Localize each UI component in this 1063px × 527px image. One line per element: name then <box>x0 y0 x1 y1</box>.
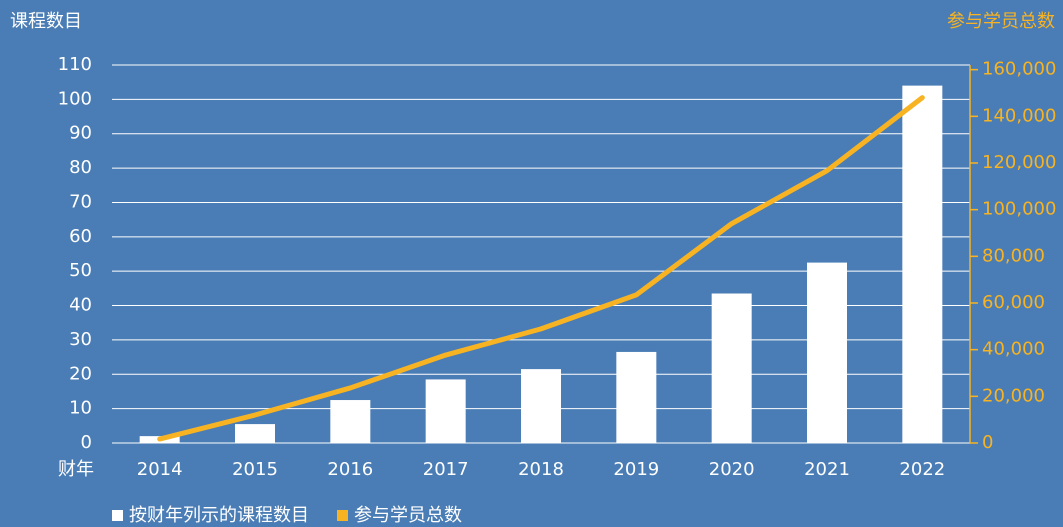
legend-label: 按财年列示的课程数目 <box>129 505 309 526</box>
bar <box>521 369 561 443</box>
y2-tick-label: 140,000 <box>982 105 1056 126</box>
bar <box>807 262 847 443</box>
y2-tick-label: 60,000 <box>982 292 1045 313</box>
x-tick-label: 2019 <box>613 459 659 480</box>
y2-tick-label: 40,000 <box>982 339 1045 360</box>
y-tick-label: 100 <box>58 88 92 109</box>
bar <box>616 351 657 443</box>
y-tick-label: 20 <box>69 363 92 384</box>
x-tick-label: 2017 <box>423 459 469 480</box>
y2-axis-title: 参与学员总数 <box>947 11 1055 32</box>
y-tick-label: 70 <box>69 191 92 212</box>
y-tick-label: 10 <box>69 398 92 419</box>
y2-tick-label: 100,000 <box>982 199 1056 220</box>
y-tick-label: 50 <box>69 260 92 281</box>
y-tick-label: 90 <box>69 123 92 144</box>
y2-tick-label: 0 <box>982 432 993 453</box>
y2-tick-label: 20,000 <box>982 385 1045 406</box>
x-tick-label: 2018 <box>518 459 564 480</box>
x-tick-label: 2014 <box>137 459 183 480</box>
bar <box>235 424 275 443</box>
y-axis-title: 课程数目 <box>10 11 82 32</box>
y-tick-label: 30 <box>69 329 92 350</box>
y2-tick-label: 80,000 <box>982 245 1045 266</box>
legend-swatch <box>112 510 123 521</box>
x-tick-label: 2020 <box>709 459 755 480</box>
x-tick-label: 2015 <box>232 459 278 480</box>
x-tick-label: 2016 <box>327 459 373 480</box>
legend-label: 参与学员总数 <box>354 505 462 526</box>
line <box>157 95 925 442</box>
x-tick-label: 2022 <box>899 459 945 480</box>
y-tick-label: 80 <box>69 157 92 178</box>
bar <box>902 85 943 444</box>
legend-swatch <box>337 510 348 521</box>
y2-tick-label: 160,000 <box>982 59 1056 80</box>
y-tick-label: 0 <box>81 432 92 453</box>
x-axis-title: 财年 <box>58 459 94 480</box>
x-tick-label: 2021 <box>804 459 850 480</box>
bar <box>425 379 466 443</box>
y2-tick-label: 120,000 <box>982 152 1056 173</box>
y-tick-label: 60 <box>69 226 92 247</box>
y-tick-label: 40 <box>69 295 92 316</box>
bar <box>711 293 752 443</box>
y-tick-label: 110 <box>58 54 92 75</box>
bar <box>330 400 371 443</box>
